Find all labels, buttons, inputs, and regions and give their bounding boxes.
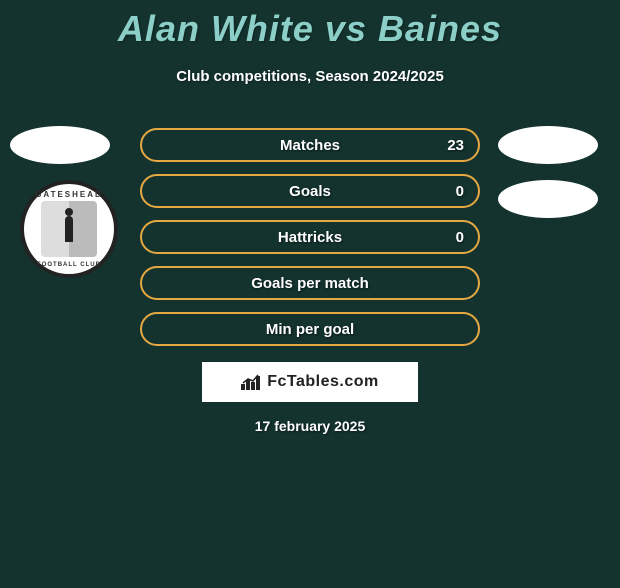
stats-container: Matches 23 Goals 0 Hattricks 0 Goals per… [140,128,480,358]
subtitle: Club competitions, Season 2024/2025 [0,68,620,85]
stat-label: Goals per match [142,275,478,292]
badge-inner-icon [41,201,97,257]
badge-top-text: GATESHEAD [35,190,103,199]
page-title: Alan White vs Baines [0,8,620,50]
stat-label: Goals [142,183,478,200]
brand-box[interactable]: FcTables.com [202,362,418,402]
stat-row-matches: Matches 23 [140,128,480,162]
player-right-avatar-2 [498,180,598,218]
stat-row-mpg: Min per goal [140,312,480,346]
date-label: 17 february 2025 [255,418,366,434]
stat-label: Hattricks [142,229,478,246]
stat-value: 0 [456,229,464,246]
player-right-avatar-1 [498,126,598,164]
stat-row-goals: Goals 0 [140,174,480,208]
stat-value: 23 [447,137,464,154]
player-left-avatar [10,126,110,164]
chart-icon [241,374,263,390]
stat-row-hattricks: Hattricks 0 [140,220,480,254]
stat-value: 0 [456,183,464,200]
brand-text: FcTables.com [267,373,379,391]
stat-label: Min per goal [142,321,478,338]
stat-row-gpm: Goals per match [140,266,480,300]
badge-bottom-text: FOOTBALL CLUB [37,262,101,268]
stat-label: Matches [142,137,478,154]
club-badge: GATESHEAD FOOTBALL CLUB [20,180,118,278]
